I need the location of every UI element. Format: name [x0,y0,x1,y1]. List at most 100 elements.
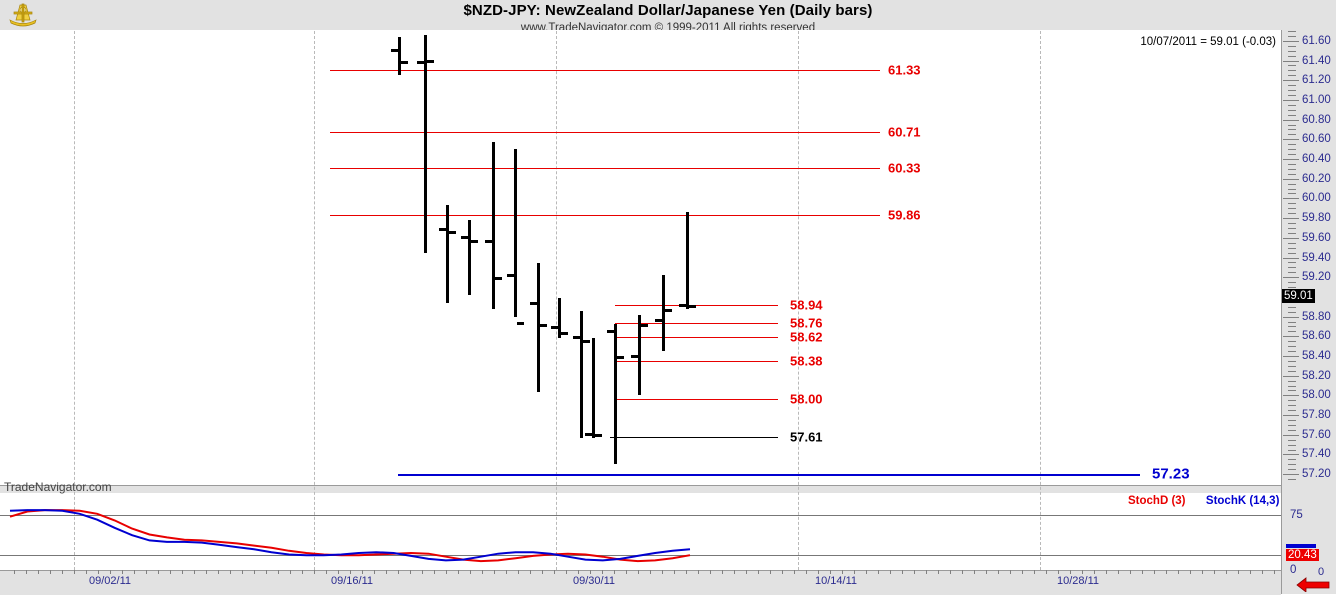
price-axis-minor-tick [1288,198,1296,200]
date-axis-tick [986,570,987,574]
date-axis-tick [1166,570,1167,574]
price-axis-minor-tick [1288,95,1296,96]
date-axis-tick [74,570,75,574]
price-axis-minor-tick [1288,257,1296,259]
price-level-label: 60.33 [888,160,921,176]
price-axis-minor-tick [1288,439,1296,441]
price-level-label: 59.86 [888,207,921,223]
date-axis-tick [902,570,903,574]
page-title: $NZD-JPY: NewZealand Dollar/Japanese Yen… [463,2,873,19]
indicator-axis-label: 75 [1290,508,1303,521]
price-axis-minor-tick [1288,35,1296,37]
price-axis-minor-tick [1288,208,1296,210]
date-axis-tick [530,570,531,574]
date-axis-tick [1130,570,1131,574]
date-axis-tick [470,570,471,574]
price-axis-minor-tick [1288,139,1296,141]
price-axis-label: 58.40 [1302,349,1331,362]
ohlc-open-tick [573,336,580,340]
price-axis-minor-tick [1288,355,1296,357]
ohlc-bar [614,324,617,465]
ohlc-bar [424,34,427,253]
price-axis-minor-tick [1288,365,1296,367]
stochastic-indicator-pane[interactable] [0,493,1281,570]
price-axis-minor-tick [1288,400,1296,402]
date-axis-tick [266,570,267,574]
date-axis[interactable] [0,570,1281,595]
date-axis-tick [962,570,963,574]
price-axis-minor-tick [1288,385,1296,387]
ohlc-open-tick [530,301,537,305]
ohlc-open-tick [485,239,492,243]
date-axis-tick [134,570,135,574]
price-axis-minor-tick [1288,31,1296,32]
price-axis-label: 61.20 [1302,74,1331,87]
watermark: TradeNavigator.com [4,480,112,494]
date-axis-tick [1214,570,1215,574]
price-axis-minor-tick [1288,218,1296,220]
price-axis-minor-tick [1288,405,1296,407]
ohlc-open-tick [439,227,446,231]
gridline [798,31,799,570]
price-axis-label: 61.00 [1302,93,1331,106]
gridline [556,31,557,570]
price-axis-label: 57.20 [1302,468,1331,481]
ohlc-close-tick [449,230,456,234]
price-axis-minor-tick [1288,223,1296,225]
price-axis-minor-tick [1288,272,1296,274]
date-axis-tick [1118,570,1119,574]
ohlc-bar [558,297,561,339]
indicator-k-marker [1286,543,1316,548]
price-axis[interactable] [1281,30,1336,594]
price-level-label: 58.38 [790,353,823,369]
price-level-line [615,305,778,306]
ohlc-close-tick [583,340,590,344]
ohlc-open-tick [585,432,592,436]
date-axis-tick [734,570,735,574]
price-level-label: 58.00 [790,391,823,407]
ohlc-close-tick [401,60,408,64]
date-axis-tick [926,570,927,574]
date-axis-tick [782,570,783,574]
date-axis-tick [86,570,87,574]
date-axis-tick [122,570,123,574]
price-axis-minor-tick [1288,375,1296,377]
gridline [74,31,75,570]
date-axis-tick [1274,570,1275,574]
price-axis-label: 58.20 [1302,369,1331,382]
date-axis-tick [1022,570,1023,574]
red-left-arrow-icon[interactable] [1296,577,1330,597]
date-axis-tick [566,570,567,574]
date-axis-tick [302,570,303,574]
price-chart-pane[interactable] [0,30,1281,486]
date-axis-tick [26,570,27,574]
ohlc-close-tick [617,355,624,359]
date-axis-tick [806,570,807,574]
date-axis-tick [938,570,939,574]
price-axis-minor-tick [1288,252,1296,254]
ohlc-close-tick [540,324,547,328]
price-axis-minor-tick [1288,168,1296,170]
price-axis-minor-tick [1288,395,1296,397]
price-level-line [330,168,880,169]
price-axis-minor-tick [1288,390,1296,392]
price-axis-minor-tick [1288,454,1296,456]
ohlc-bar [492,142,495,309]
price-axis-label: 59.60 [1302,231,1331,244]
date-axis-tick [854,570,855,574]
ohlc-open-tick [655,318,662,322]
price-axis-minor-tick [1288,464,1296,466]
date-axis-tick [1262,570,1263,574]
price-axis-minor-tick [1288,321,1296,323]
ohlc-bar [446,205,449,303]
price-axis-minor-tick [1288,316,1296,318]
price-axis-minor-tick [1288,60,1296,62]
date-axis-tick [242,570,243,574]
date-axis-tick [362,570,363,574]
date-axis-tick [1226,570,1227,574]
price-axis-minor-tick [1288,429,1296,431]
price-axis-minor-tick [1288,351,1296,353]
date-axis-tick [38,570,39,574]
date-axis-tick [878,570,879,574]
price-axis-minor-tick [1288,109,1296,111]
